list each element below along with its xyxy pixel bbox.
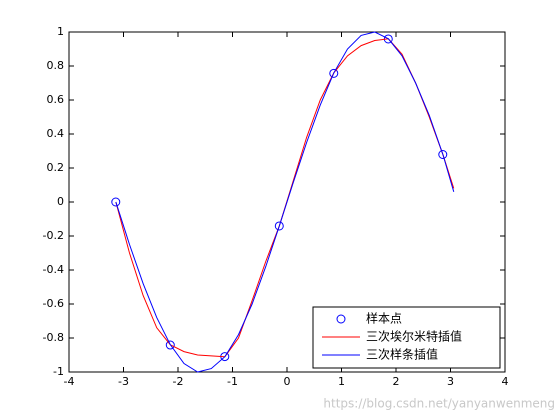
y-tick-label: 0.4 bbox=[47, 127, 65, 140]
y-tick-label: -0.4 bbox=[43, 263, 64, 276]
watermark: https://blog.csdn.net/yanyanwenmeng bbox=[323, 397, 555, 411]
y-tick-label: -0.6 bbox=[43, 297, 64, 310]
x-tick-label: 0 bbox=[284, 375, 291, 388]
y-tick-label: -0.8 bbox=[43, 331, 64, 344]
x-tick-label: 3 bbox=[447, 375, 454, 388]
x-tick-label: -3 bbox=[118, 375, 129, 388]
y-tick-label: -0.2 bbox=[43, 229, 64, 242]
y-tick-label: 1 bbox=[57, 25, 64, 38]
y-tick-label: 0.6 bbox=[47, 93, 65, 106]
legend-marker bbox=[336, 314, 346, 324]
legend-label: 三次埃尔米特插值 bbox=[366, 329, 462, 344]
x-tick-label: 2 bbox=[393, 375, 400, 388]
y-tick-label: 0.2 bbox=[47, 161, 65, 174]
sample-point bbox=[438, 150, 448, 160]
legend-label: 三次样条插值 bbox=[366, 347, 438, 362]
y-tick-label: -1 bbox=[53, 365, 64, 378]
sample-point bbox=[165, 340, 175, 350]
sample-point bbox=[111, 197, 121, 207]
y-tick-label: 0.8 bbox=[47, 59, 65, 72]
sample-point bbox=[329, 68, 339, 78]
curve bbox=[115, 31, 455, 373]
x-tick-label: 4 bbox=[502, 375, 509, 388]
legend-label: 样本点 bbox=[366, 311, 402, 326]
x-tick-label: -1 bbox=[227, 375, 238, 388]
x-tick-label: -2 bbox=[173, 375, 184, 388]
x-tick-label: 1 bbox=[338, 375, 345, 388]
x-tick-label: -4 bbox=[64, 375, 75, 388]
y-tick-label: 0 bbox=[57, 195, 64, 208]
sample-point bbox=[274, 221, 284, 231]
